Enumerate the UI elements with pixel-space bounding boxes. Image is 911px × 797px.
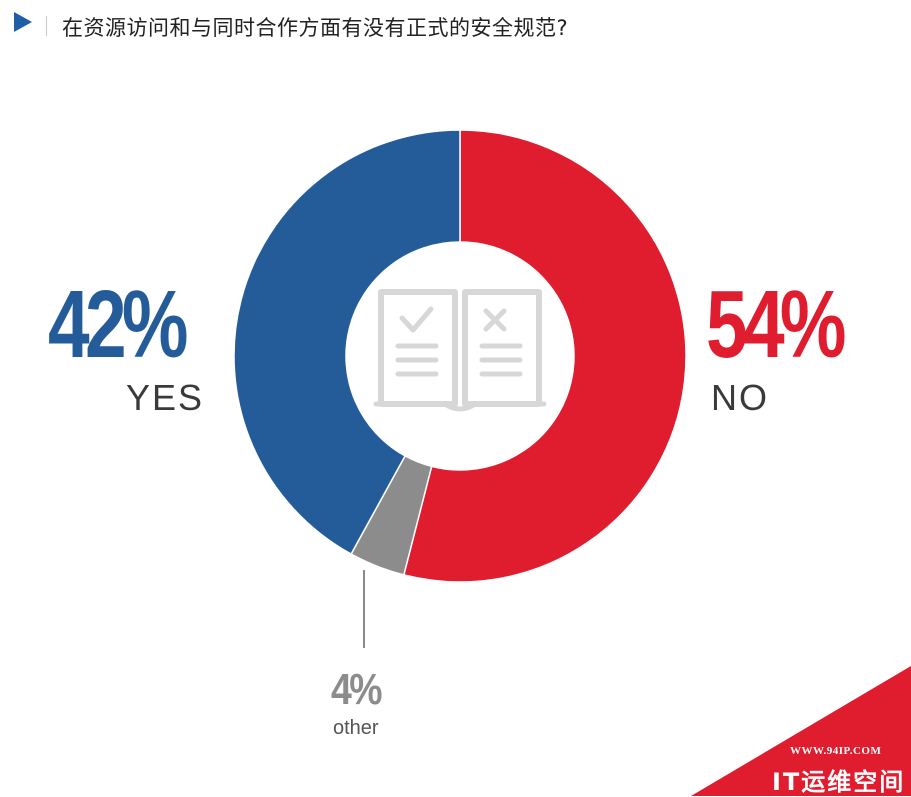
header: 在资源访问和与同时合作方面有没有正式的安全规范? (0, 0, 911, 56)
page-title: 在资源访问和与同时合作方面有没有正式的安全规范? (62, 16, 569, 40)
other-percent-label: 4% (331, 665, 382, 714)
watermark-corner (691, 666, 911, 796)
yes-category-label: YES (126, 377, 205, 418)
no-percent-label: 54% (706, 271, 847, 378)
slice-yes (233, 129, 461, 556)
header-divider (46, 16, 47, 36)
open-book-check-cross-icon (373, 289, 547, 412)
triangle-marker-icon (14, 12, 32, 32)
other-category-label: other (333, 717, 379, 739)
slice-no (402, 129, 687, 583)
yes-percent-label: 42% (48, 271, 189, 378)
watermark-name: IT运维空间 (772, 768, 906, 796)
watermark-url: WWW.94IP.COM (790, 745, 882, 757)
other-callout-line (363, 570, 365, 648)
donut-slices (233, 129, 687, 583)
no-category-label: NO (711, 377, 769, 418)
